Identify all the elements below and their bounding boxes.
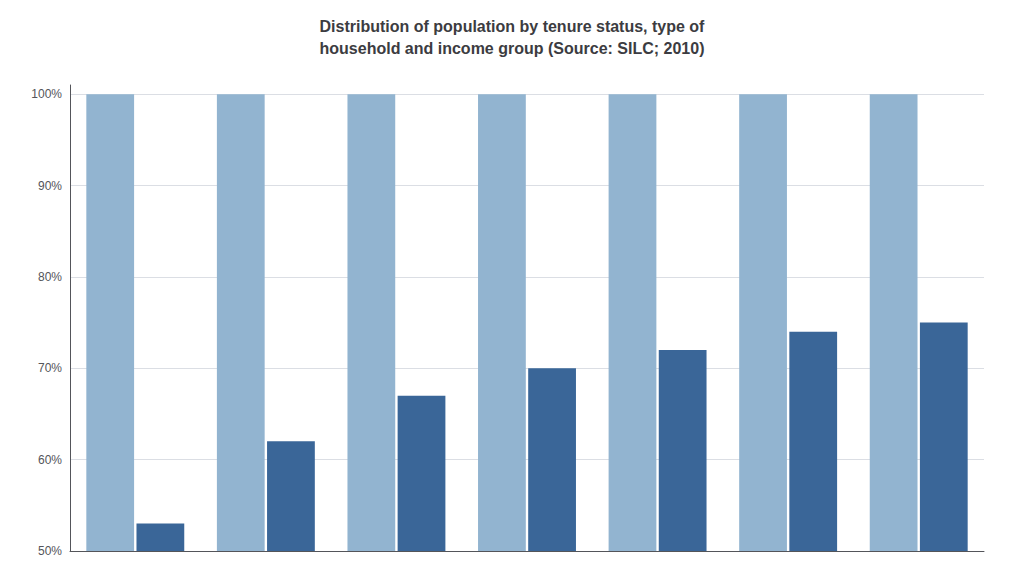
svg-text:50%: 50% [38,544,62,558]
svg-text:100%: 100% [31,87,62,101]
svg-text:household and income group (So: household and income group (Source: SILC… [320,40,705,57]
svg-text:80%: 80% [38,270,62,284]
svg-text:60%: 60% [38,453,62,467]
svg-text:Distribution of population by: Distribution of population by tenure sta… [320,18,706,35]
svg-text:70%: 70% [38,361,62,375]
svg-text:90%: 90% [38,179,62,193]
